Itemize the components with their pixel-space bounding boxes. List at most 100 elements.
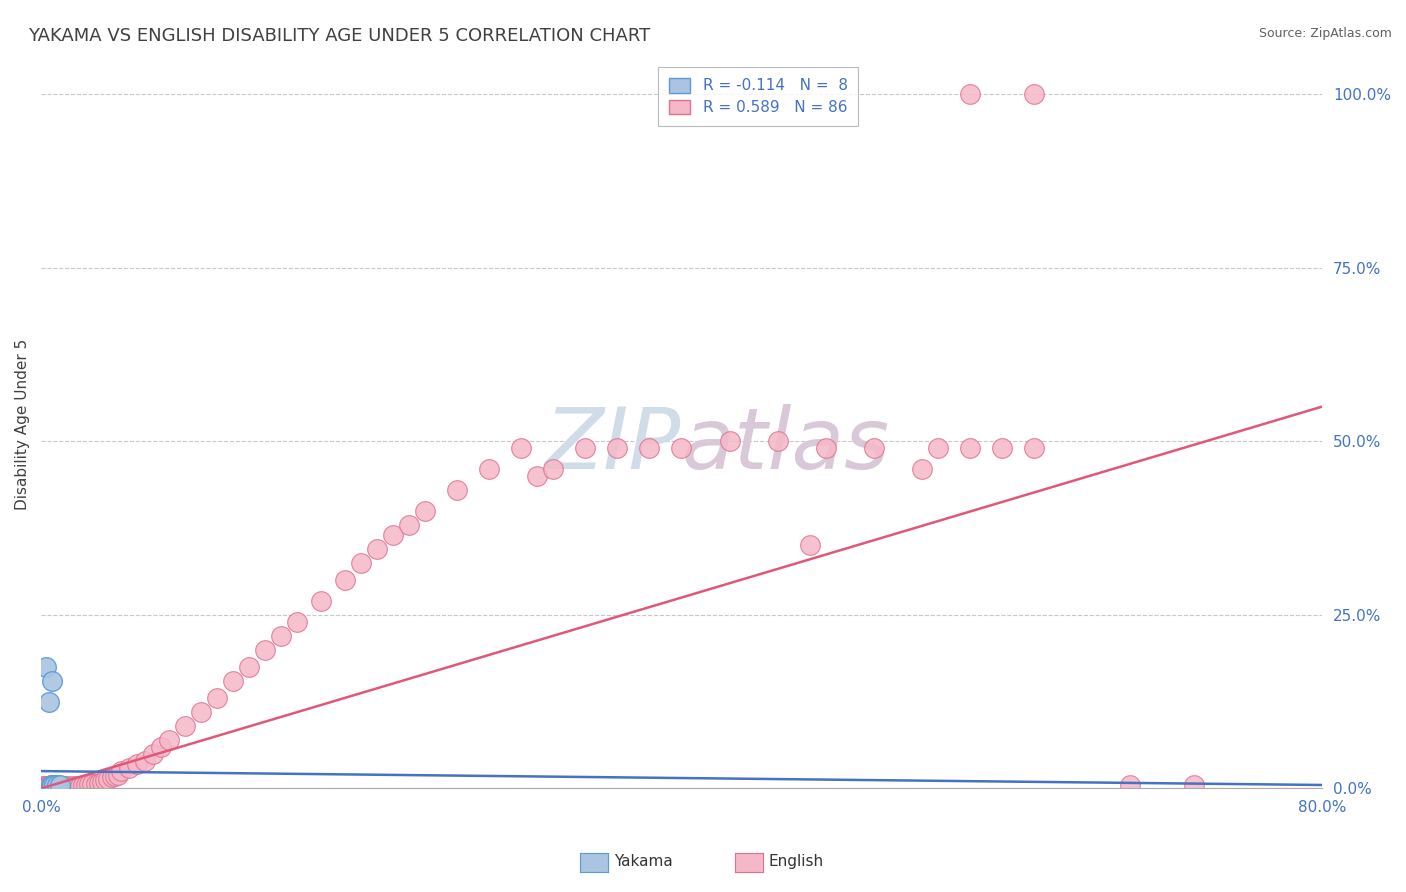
- Legend: R = -0.114   N =  8, R = 0.589   N = 86: R = -0.114 N = 8, R = 0.589 N = 86: [658, 67, 858, 126]
- Point: [350, 556, 373, 570]
- Point: [37, 780, 59, 794]
- Point: [34, 780, 56, 794]
- Point: [478, 462, 501, 476]
- Point: [446, 483, 468, 497]
- Point: [48, 780, 70, 794]
- Point: [543, 462, 565, 476]
- Point: [34, 780, 56, 794]
- Point: [77, 777, 100, 791]
- Point: [46, 780, 69, 794]
- Point: [42, 778, 65, 792]
- Point: [238, 660, 260, 674]
- Point: [110, 764, 132, 778]
- Point: [39, 780, 62, 794]
- Text: Yakama: Yakama: [614, 855, 672, 869]
- Text: YAKAMA VS ENGLISH DISABILITY AGE UNDER 5 CORRELATION CHART: YAKAMA VS ENGLISH DISABILITY AGE UNDER 5…: [28, 27, 651, 45]
- Point: [39, 778, 62, 792]
- Point: [37, 780, 59, 794]
- Point: [526, 469, 548, 483]
- Point: [959, 87, 981, 102]
- Point: [104, 769, 127, 783]
- Point: [42, 780, 65, 794]
- Point: [398, 517, 420, 532]
- Point: [35, 780, 58, 794]
- Point: [42, 780, 65, 794]
- Point: [366, 541, 388, 556]
- Point: [75, 778, 97, 792]
- Point: [254, 642, 277, 657]
- Point: [799, 539, 821, 553]
- Point: [862, 442, 884, 456]
- Point: [766, 434, 789, 449]
- Point: [118, 761, 141, 775]
- Point: [814, 442, 837, 456]
- Point: [311, 594, 333, 608]
- Point: [35, 780, 58, 794]
- Point: [59, 780, 82, 794]
- Point: [31, 780, 53, 794]
- Point: [44, 780, 66, 794]
- Point: [91, 774, 114, 789]
- Point: [1022, 87, 1045, 102]
- Point: [205, 691, 228, 706]
- Point: [1182, 778, 1205, 792]
- Point: [574, 442, 596, 456]
- Point: [35, 660, 58, 674]
- Point: [97, 772, 120, 786]
- Point: [49, 780, 72, 794]
- Point: [41, 780, 63, 794]
- Point: [41, 673, 63, 688]
- Point: [41, 778, 63, 792]
- Point: [38, 780, 60, 794]
- Point: [1119, 778, 1142, 792]
- Point: [87, 776, 110, 790]
- Point: [222, 673, 245, 688]
- Point: [58, 780, 80, 794]
- Point: [69, 779, 91, 793]
- Point: [911, 462, 934, 476]
- Point: [959, 442, 981, 456]
- Point: [39, 780, 62, 794]
- Point: [107, 767, 129, 781]
- Point: [415, 504, 437, 518]
- Point: [270, 629, 292, 643]
- Text: ZIP: ZIP: [546, 404, 682, 487]
- Point: [41, 780, 63, 794]
- Point: [94, 773, 117, 788]
- Point: [142, 747, 165, 761]
- Point: [38, 695, 60, 709]
- Point: [638, 442, 661, 456]
- Point: [990, 442, 1012, 456]
- Point: [606, 442, 628, 456]
- Text: English: English: [768, 855, 824, 869]
- Point: [927, 442, 949, 456]
- Point: [510, 442, 533, 456]
- Y-axis label: Disability Age Under 5: Disability Age Under 5: [15, 338, 30, 509]
- Point: [285, 615, 308, 629]
- Point: [84, 776, 107, 790]
- Point: [134, 754, 156, 768]
- Point: [72, 778, 94, 792]
- Point: [127, 757, 149, 772]
- Point: [100, 770, 122, 784]
- Point: [335, 573, 357, 587]
- Point: [190, 705, 212, 719]
- Point: [46, 778, 69, 792]
- Point: [51, 780, 73, 794]
- Point: [157, 732, 180, 747]
- Point: [49, 778, 72, 792]
- Text: Source: ZipAtlas.com: Source: ZipAtlas.com: [1258, 27, 1392, 40]
- Point: [82, 777, 104, 791]
- Point: [150, 739, 173, 754]
- Point: [38, 780, 60, 794]
- Point: [55, 780, 77, 794]
- Point: [53, 780, 76, 794]
- Point: [62, 780, 84, 794]
- Point: [671, 442, 693, 456]
- Point: [174, 719, 197, 733]
- Point: [1022, 442, 1045, 456]
- Point: [31, 780, 53, 794]
- Point: [65, 779, 87, 793]
- Point: [382, 528, 405, 542]
- Point: [718, 434, 741, 449]
